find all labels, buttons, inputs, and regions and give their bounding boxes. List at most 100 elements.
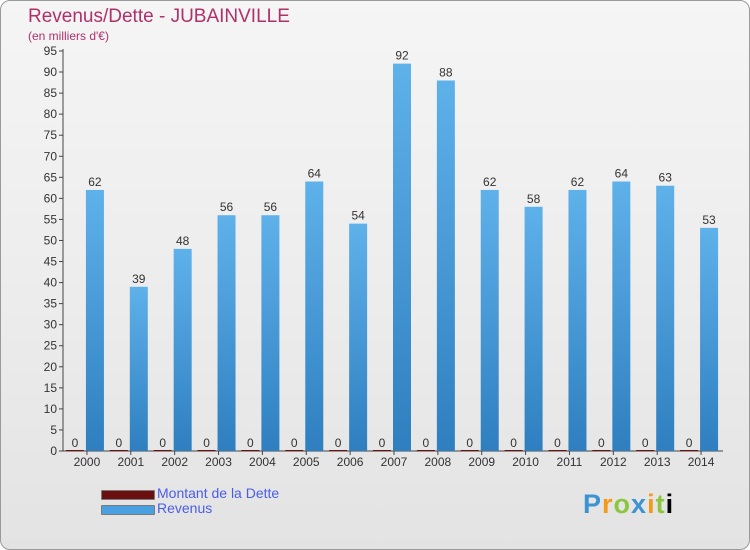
y-tick-label: 5 xyxy=(50,423,57,437)
y-tick-label: 0 xyxy=(50,444,57,458)
y-tick-label: 85 xyxy=(44,86,58,100)
data-label-dette: 0 xyxy=(335,436,342,450)
bar-dette xyxy=(109,450,128,451)
logo-letter: r xyxy=(602,489,614,519)
bar-revenus xyxy=(656,185,675,451)
logo-letter: o xyxy=(613,489,632,519)
bar-revenus xyxy=(261,215,280,451)
x-tick-label: 2013 xyxy=(644,455,671,469)
data-label-dette: 0 xyxy=(72,436,79,450)
data-label-dette: 0 xyxy=(379,436,386,450)
legend-label-dette: Montant de la Dette xyxy=(157,485,280,501)
y-tick-label: 40 xyxy=(44,276,58,290)
data-label-revenus: 88 xyxy=(439,65,453,79)
bar-revenus xyxy=(393,63,411,451)
bar-dette xyxy=(153,450,172,451)
data-label-dette: 0 xyxy=(203,436,210,450)
bar-revenus xyxy=(524,206,543,451)
bar-dette xyxy=(680,450,699,451)
data-label-dette: 0 xyxy=(291,436,298,450)
y-tick-label: 95 xyxy=(44,44,58,58)
bar-dette xyxy=(241,450,260,451)
proxiti-logo: Proxiti xyxy=(583,489,674,520)
x-tick-label: 2011 xyxy=(557,455,583,469)
y-tick-label: 70 xyxy=(44,149,58,163)
x-tick-label: 2003 xyxy=(205,455,232,469)
data-label-dette: 0 xyxy=(554,436,561,450)
data-label-revenus: 63 xyxy=(659,171,673,185)
bar-dette xyxy=(285,450,304,451)
y-tick-label: 30 xyxy=(44,318,58,332)
y-tick-label: 90 xyxy=(44,65,58,79)
x-tick-label: 2009 xyxy=(468,455,495,469)
data-label-dette: 0 xyxy=(686,436,693,450)
y-tick-label: 75 xyxy=(44,128,58,142)
chart-labels: 0 62 0 39 0 48 0 56 0 56 0 64 0 54 0 92 0 88 0 62 0 58 0 62 0 64 0… xyxy=(72,49,716,450)
y-tick-label: 15 xyxy=(44,381,58,395)
y-tick-label: 50 xyxy=(44,233,58,247)
data-label-revenus: 62 xyxy=(483,175,497,189)
bar-dette xyxy=(504,450,523,451)
logo-letter: t xyxy=(655,489,666,519)
bar-revenus xyxy=(85,189,104,451)
logo-letter: P xyxy=(583,489,603,519)
bar-dette xyxy=(592,450,611,451)
bar-dette xyxy=(460,450,479,451)
y-tick-label: 35 xyxy=(44,297,58,311)
x-tick-label: 2008 xyxy=(425,455,452,469)
x-tick-label: 2014 xyxy=(688,455,715,469)
bar-dette xyxy=(548,450,567,451)
bar-revenus xyxy=(436,80,455,451)
bar-dette xyxy=(416,450,435,451)
data-label-dette: 0 xyxy=(247,436,254,450)
bar-revenus xyxy=(700,227,719,451)
x-tick-label: 2004 xyxy=(249,455,276,469)
y-tick-label: 65 xyxy=(44,170,58,184)
bar-revenus xyxy=(349,223,368,451)
x-tick-label: 2006 xyxy=(337,455,364,469)
data-label-revenus: 64 xyxy=(615,167,629,181)
bar-dette xyxy=(636,450,655,451)
x-tick-label: 2012 xyxy=(600,455,627,469)
y-tick-label: 10 xyxy=(44,402,58,416)
y-tick-label: 45 xyxy=(44,255,58,269)
chart-subtitle: (en milliers d'€) xyxy=(28,29,109,43)
x-tick-label: 2010 xyxy=(512,455,539,469)
x-tick-label: 2000 xyxy=(74,455,101,469)
data-label-dette: 0 xyxy=(466,436,473,450)
logo-letter: i xyxy=(647,489,656,519)
bar-dette xyxy=(329,450,348,451)
data-label-revenus: 62 xyxy=(571,175,585,189)
logo-letter: i xyxy=(665,489,675,519)
chart-bars xyxy=(65,63,719,452)
legend-swatch-revenus xyxy=(101,505,155,515)
bar-dette xyxy=(65,450,84,451)
x-tick-label: 2007 xyxy=(381,455,408,469)
data-label-revenus: 58 xyxy=(527,192,541,206)
y-tick-label: 55 xyxy=(44,212,58,226)
data-label-revenus: 62 xyxy=(88,175,102,189)
legend-swatch-dette xyxy=(101,490,155,500)
chart-title: Revenus/Dette - JUBAINVILLE xyxy=(28,6,290,27)
bar-revenus xyxy=(305,181,324,452)
data-label-revenus: 48 xyxy=(176,234,190,248)
data-label-revenus: 56 xyxy=(220,200,234,214)
data-label-revenus: 92 xyxy=(395,49,409,63)
data-label-revenus: 54 xyxy=(351,209,365,223)
data-label-dette: 0 xyxy=(642,436,649,450)
data-label-dette: 0 xyxy=(159,436,166,450)
data-label-dette: 0 xyxy=(510,436,517,450)
bar-dette xyxy=(197,450,216,451)
x-tick-label: 2005 xyxy=(293,455,320,469)
bar-revenus xyxy=(129,286,148,451)
y-tick-label: 20 xyxy=(44,360,58,374)
bar-dette xyxy=(373,450,391,451)
data-label-revenus: 56 xyxy=(264,200,278,214)
y-tick-label: 25 xyxy=(44,339,58,353)
bar-revenus xyxy=(173,248,192,451)
bar-revenus xyxy=(480,189,499,451)
data-label-dette: 0 xyxy=(598,436,605,450)
legend-label-revenus: Revenus xyxy=(157,500,213,516)
